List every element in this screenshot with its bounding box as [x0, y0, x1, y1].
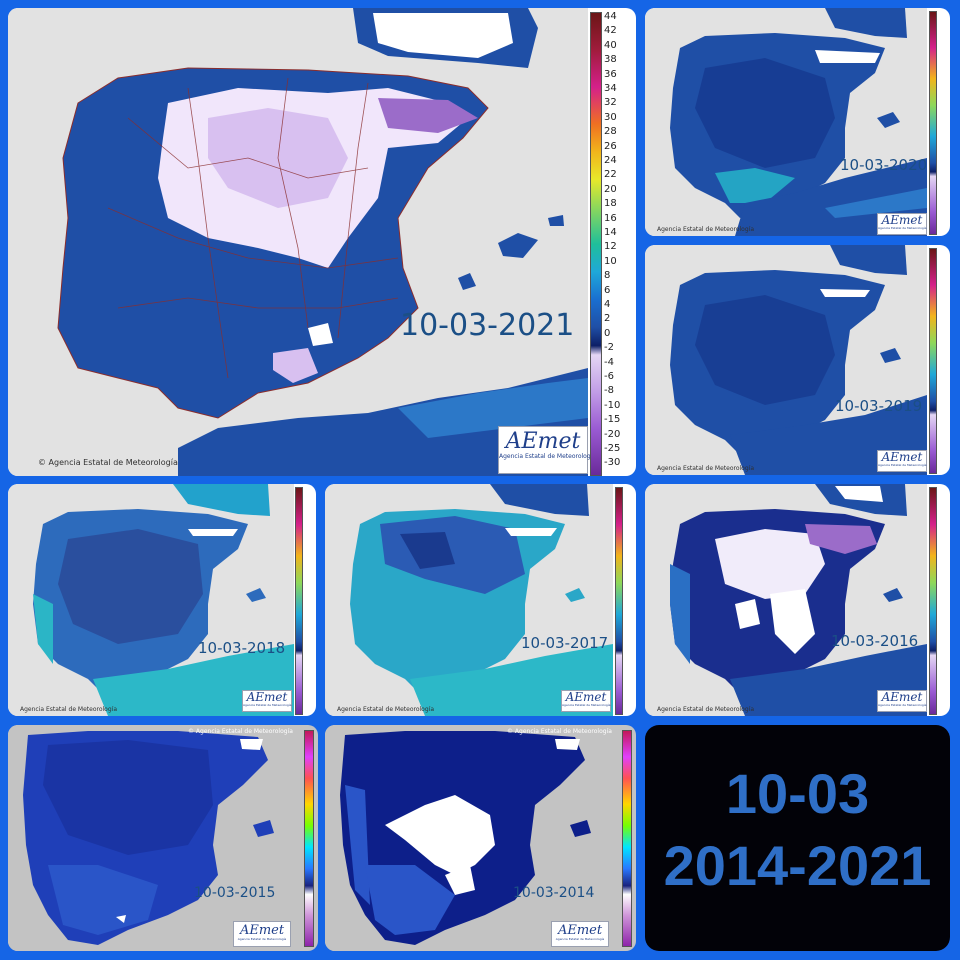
temperature-color-scale	[304, 730, 314, 947]
temperature-color-scale	[590, 12, 602, 476]
copyright-notice: Agencia Estatal de Meteorología	[20, 706, 117, 713]
iberia-map	[8, 8, 588, 476]
iberia-map	[8, 725, 298, 951]
map-panel-2016: 10-03-2016 Agencia Estatal de Meteorolog…	[645, 484, 950, 716]
temperature-map	[325, 484, 613, 716]
temperature-color-scale	[929, 487, 937, 715]
temperature-color-scale	[622, 730, 632, 947]
temperature-color-scale	[929, 248, 937, 474]
copyright-icon: ©	[507, 728, 513, 735]
map-panel-2014: © Agencia Estatal de Meteorología 10-03-…	[325, 725, 636, 951]
date-label: 10-03-2019	[835, 397, 923, 415]
map-panel-2018: 10-03-2018 Agencia Estatal de Meteorolog…	[8, 484, 316, 716]
aemet-logo: AEmet Agencia Estatal de Meteorología	[877, 213, 927, 235]
temperature-color-scale	[615, 487, 623, 715]
date-label: 10-03-2018	[198, 639, 286, 657]
aemet-logo: AEmet Agencia Estatal de Meteorología	[233, 921, 291, 947]
temperature-map	[8, 725, 298, 951]
copyright-notice: Agencia Estatal de Meteorología	[337, 706, 434, 713]
temperature-map	[8, 8, 588, 476]
map-panel-2017: 10-03-2017 Agencia Estatal de Meteorolog…	[325, 484, 636, 716]
aemet-logo: AEmet Agencia Estatal de Meteorología	[561, 690, 611, 712]
copyright-icon: ©	[38, 458, 46, 467]
aemet-logo: AEmet Agencia Estatal de Meteorología	[551, 921, 609, 947]
summary-panel: 10-03 2014-2021	[645, 725, 950, 951]
iberia-map	[645, 245, 927, 475]
aemet-logo: AEmet Agencia Estatal de Meteorología	[877, 450, 927, 472]
copyright-notice: Agencia Estatal de Meteorología	[657, 465, 754, 472]
iberia-map	[325, 725, 615, 951]
copyright-notice: © Agencia Estatal de Meteorología	[38, 458, 178, 467]
copyright-notice: © Agencia Estatal de Meteorología	[188, 728, 293, 735]
iberia-map	[8, 484, 294, 716]
iberia-map	[325, 484, 613, 716]
date-label: 10-03-2015	[194, 885, 276, 901]
date-label: 10-03-2021	[400, 308, 575, 343]
map-panel-2020: 10-03-2020 Agencia Estatal de Meteorolog…	[645, 8, 950, 236]
date-label: 10-03-2017	[521, 634, 609, 652]
iberia-map	[645, 8, 927, 236]
summary-date: 10-03	[725, 762, 870, 825]
map-panel-2019: 10-03-2019 Agencia Estatal de Meteorolog…	[645, 245, 950, 475]
copyright-notice: Agencia Estatal de Meteorología	[657, 706, 754, 713]
temperature-map	[325, 725, 615, 951]
temperature-color-scale	[929, 11, 937, 235]
date-label: 10-03-2014	[513, 885, 595, 901]
map-panel-2015: © Agencia Estatal de Meteorología 10-03-…	[8, 725, 318, 951]
copyright-notice: Agencia Estatal de Meteorología	[657, 226, 754, 233]
date-label: 10-03-2016	[831, 632, 919, 650]
scale-labels: 44 42 40 38 36 34 32 30 28 26 24 22 20 1…	[604, 11, 621, 469]
iberia-map	[645, 484, 927, 716]
aemet-logo: AEmet Agencia Estatal de Meteorología	[877, 690, 927, 712]
temperature-map	[645, 245, 927, 475]
temperature-map	[645, 8, 927, 236]
copyright-notice: © Agencia Estatal de Meteorología	[507, 728, 612, 735]
temperature-map	[8, 484, 294, 716]
aemet-logo: AEmet Agencia Estatal de Meteorología	[498, 426, 596, 474]
summary-year-range: 2014-2021	[663, 834, 932, 897]
temperature-map	[645, 484, 927, 716]
aemet-logo: AEmet Agencia Estatal de Meteorología	[242, 690, 292, 712]
map-panel-2021: 10-03-2021 © Agencia Estatal de Meteorol…	[8, 8, 636, 476]
temperature-color-scale	[295, 487, 303, 715]
copyright-icon: ©	[188, 728, 194, 735]
date-label: 10-03-2020	[840, 156, 928, 174]
